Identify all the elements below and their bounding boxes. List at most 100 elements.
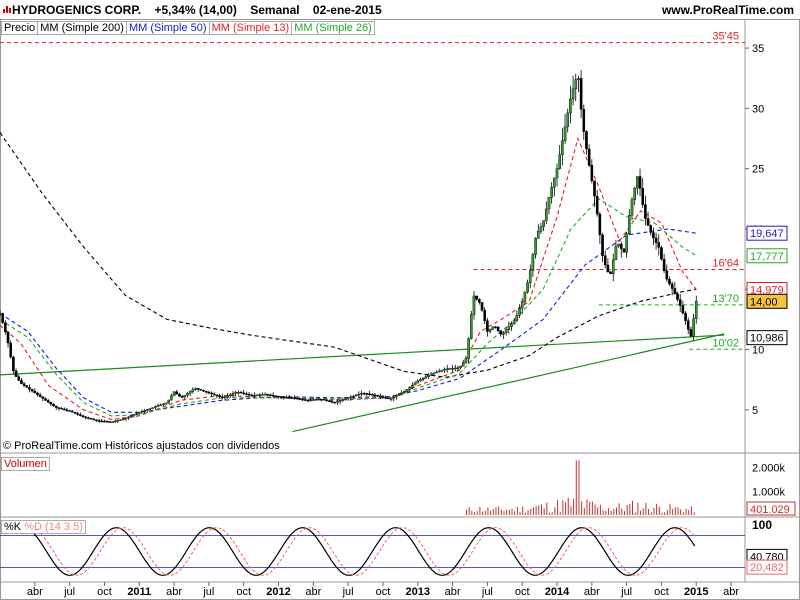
candle-body <box>129 415 133 418</box>
x-tick-label: oct <box>654 586 669 598</box>
candle-body <box>378 395 382 397</box>
level-label: 35'45 <box>712 31 739 43</box>
candle-body <box>636 176 639 189</box>
legend-ma50[interactable]: MM (Simple 50) <box>125 21 209 35</box>
candle-body <box>17 376 21 381</box>
candle-body <box>180 396 184 398</box>
candle-body <box>33 390 37 394</box>
candle-body <box>448 368 452 370</box>
candle-body <box>57 407 61 409</box>
candle-body <box>389 398 393 400</box>
candle-body <box>432 372 436 375</box>
candle-body <box>638 176 642 189</box>
candle-body <box>451 368 454 370</box>
candle-body <box>354 394 358 397</box>
candle-body <box>504 329 508 333</box>
x-tick-label: abr <box>723 586 739 598</box>
volume-panel-label[interactable]: Volumen <box>1 457 50 471</box>
candle-body <box>231 393 235 395</box>
candle-body <box>491 326 495 330</box>
candle-body <box>269 394 272 396</box>
candle-body <box>127 416 130 419</box>
candle-body <box>242 392 245 395</box>
x-tick-label: 2013 <box>406 586 430 598</box>
candle-body <box>207 391 211 394</box>
candle-body <box>9 342 13 358</box>
legend-ma200[interactable]: MM (Simple 200) <box>37 21 126 35</box>
candle-body <box>483 309 487 321</box>
value-tag: 14,979 <box>750 285 784 297</box>
instrument-name: HYDROGENICS CORP. <box>12 3 142 17</box>
candle-body <box>84 416 87 419</box>
candle-body <box>654 237 658 243</box>
x-tick-label: abr <box>27 586 43 598</box>
candle-body <box>531 254 535 271</box>
y-tick-label: 25 <box>752 164 764 176</box>
volume-tick-label: 1.000k <box>752 486 786 498</box>
candle-body <box>360 392 363 395</box>
candle-body <box>295 397 299 400</box>
candle-body <box>333 401 337 404</box>
candle-body <box>322 399 326 401</box>
candle-body <box>320 398 323 401</box>
candle-body <box>277 395 280 398</box>
candle-body <box>298 398 302 400</box>
candle-body <box>518 308 521 316</box>
candle-body <box>553 177 556 188</box>
candle-body <box>30 389 34 392</box>
candle-body <box>148 408 152 410</box>
candle-body <box>480 302 484 311</box>
site-link[interactable]: www.ProRealTime.com <box>661 3 794 17</box>
candle-body <box>368 393 371 396</box>
candle-body <box>279 396 283 398</box>
candle-body <box>290 397 294 399</box>
candle-body <box>76 413 79 415</box>
candle-body <box>234 392 237 394</box>
legend-price[interactable]: Precio <box>1 21 38 35</box>
value-tag: 17,777 <box>750 251 784 263</box>
candle-body <box>534 238 537 255</box>
candle-body <box>579 78 583 110</box>
candle-body <box>336 401 339 403</box>
candle-body <box>344 398 347 400</box>
candle-body <box>421 377 425 380</box>
candle-body <box>437 370 441 373</box>
moving-average-ma13 <box>0 136 697 421</box>
candle-body <box>644 204 647 219</box>
candle-body <box>119 419 122 421</box>
candle-body <box>528 270 532 283</box>
candle-body <box>370 394 374 396</box>
candle-body <box>266 394 270 396</box>
candle-body <box>435 371 438 374</box>
candle-body <box>520 301 524 309</box>
value-tag-box <box>746 330 788 346</box>
candle-body <box>154 406 157 408</box>
candle-body <box>71 410 74 413</box>
candle-body <box>151 407 154 409</box>
candle-body <box>662 258 666 271</box>
candle-body <box>386 397 390 400</box>
candle-body <box>103 420 106 423</box>
candle-body <box>250 394 254 397</box>
x-tick-label: jul <box>481 586 493 598</box>
candle-body <box>496 326 500 331</box>
stoch-k-label: %K <box>4 521 22 533</box>
candle-body <box>598 213 602 236</box>
legend-ma13[interactable]: MM (Simple 13) <box>208 21 292 35</box>
candle-body <box>164 402 168 405</box>
y-tick-label: 10 <box>752 345 764 357</box>
value-tag: 14,00 <box>750 296 778 308</box>
candle-body <box>293 397 296 399</box>
candle-body <box>314 399 318 401</box>
level-label: 16'64 <box>712 257 739 269</box>
candle-body <box>510 323 513 327</box>
candle-body <box>443 369 446 371</box>
candle-body <box>587 148 591 166</box>
candle-body <box>325 399 329 402</box>
candle-body <box>681 305 685 314</box>
candle-body <box>544 208 548 221</box>
stoch-d-line <box>27 527 696 576</box>
stochastic-panel-label[interactable]: %K %D (14 3 5) <box>1 520 86 534</box>
candle-body <box>247 394 251 396</box>
legend-ma26[interactable]: MM (Simple 26) <box>291 21 375 35</box>
